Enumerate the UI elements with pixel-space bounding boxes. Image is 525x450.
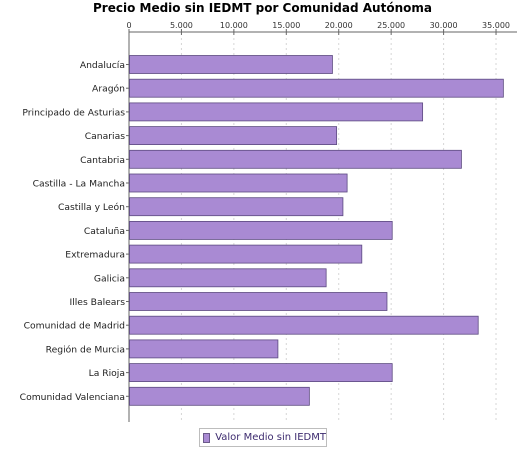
chart-title: Precio Medio sin IEDMT por Comunidad Aut… bbox=[93, 1, 432, 15]
x-tick-label: 15.000 bbox=[272, 21, 300, 30]
category-label: Galicia bbox=[94, 273, 125, 284]
bar bbox=[129, 173, 348, 193]
bar bbox=[129, 102, 424, 122]
bar bbox=[129, 315, 479, 335]
category-label: Castilla - La Mancha bbox=[33, 179, 125, 190]
bar bbox=[129, 126, 338, 145]
category-label: Comunidad Valenciana bbox=[20, 392, 125, 403]
category-label: Cantabria bbox=[80, 155, 125, 166]
bar bbox=[129, 244, 363, 264]
bar bbox=[129, 268, 327, 288]
bar bbox=[129, 292, 388, 311]
bar bbox=[129, 220, 393, 240]
x-tick-label: 0 bbox=[126, 21, 131, 30]
x-tick-label: 35.000 bbox=[482, 21, 510, 30]
category-label: Andalucía bbox=[80, 60, 125, 71]
category-label: Illes Balears bbox=[69, 297, 125, 308]
category-label: Región de Murcia bbox=[46, 344, 125, 355]
bar bbox=[129, 149, 462, 169]
legend: Valor Medio sin IEDMT bbox=[199, 428, 327, 447]
bar bbox=[129, 197, 344, 217]
bar bbox=[129, 339, 279, 359]
category-label: Castilla y León bbox=[58, 202, 125, 213]
x-tick-label: 5.000 bbox=[170, 21, 193, 30]
category-label: Canarias bbox=[85, 131, 125, 142]
category-label: Comunidad de Madrid bbox=[24, 321, 125, 332]
bar bbox=[129, 55, 333, 74]
x-tick-label: 25.000 bbox=[377, 21, 405, 30]
category-label: La Rioja bbox=[89, 368, 125, 379]
x-tick-label: 20.000 bbox=[325, 21, 353, 30]
category-label: Cataluña bbox=[84, 226, 125, 237]
category-label: Principado de Asturias bbox=[22, 107, 125, 118]
category-label: Extremadura bbox=[65, 250, 125, 261]
x-tick-label: 30.000 bbox=[430, 21, 458, 30]
category-label: Aragón bbox=[92, 84, 125, 95]
bar bbox=[129, 78, 504, 98]
legend-label: Valor Medio sin IEDMT bbox=[215, 432, 326, 443]
x-tick-label: 10.000 bbox=[220, 21, 248, 30]
bar bbox=[129, 363, 393, 383]
bar bbox=[129, 386, 310, 406]
legend-swatch bbox=[203, 432, 211, 443]
